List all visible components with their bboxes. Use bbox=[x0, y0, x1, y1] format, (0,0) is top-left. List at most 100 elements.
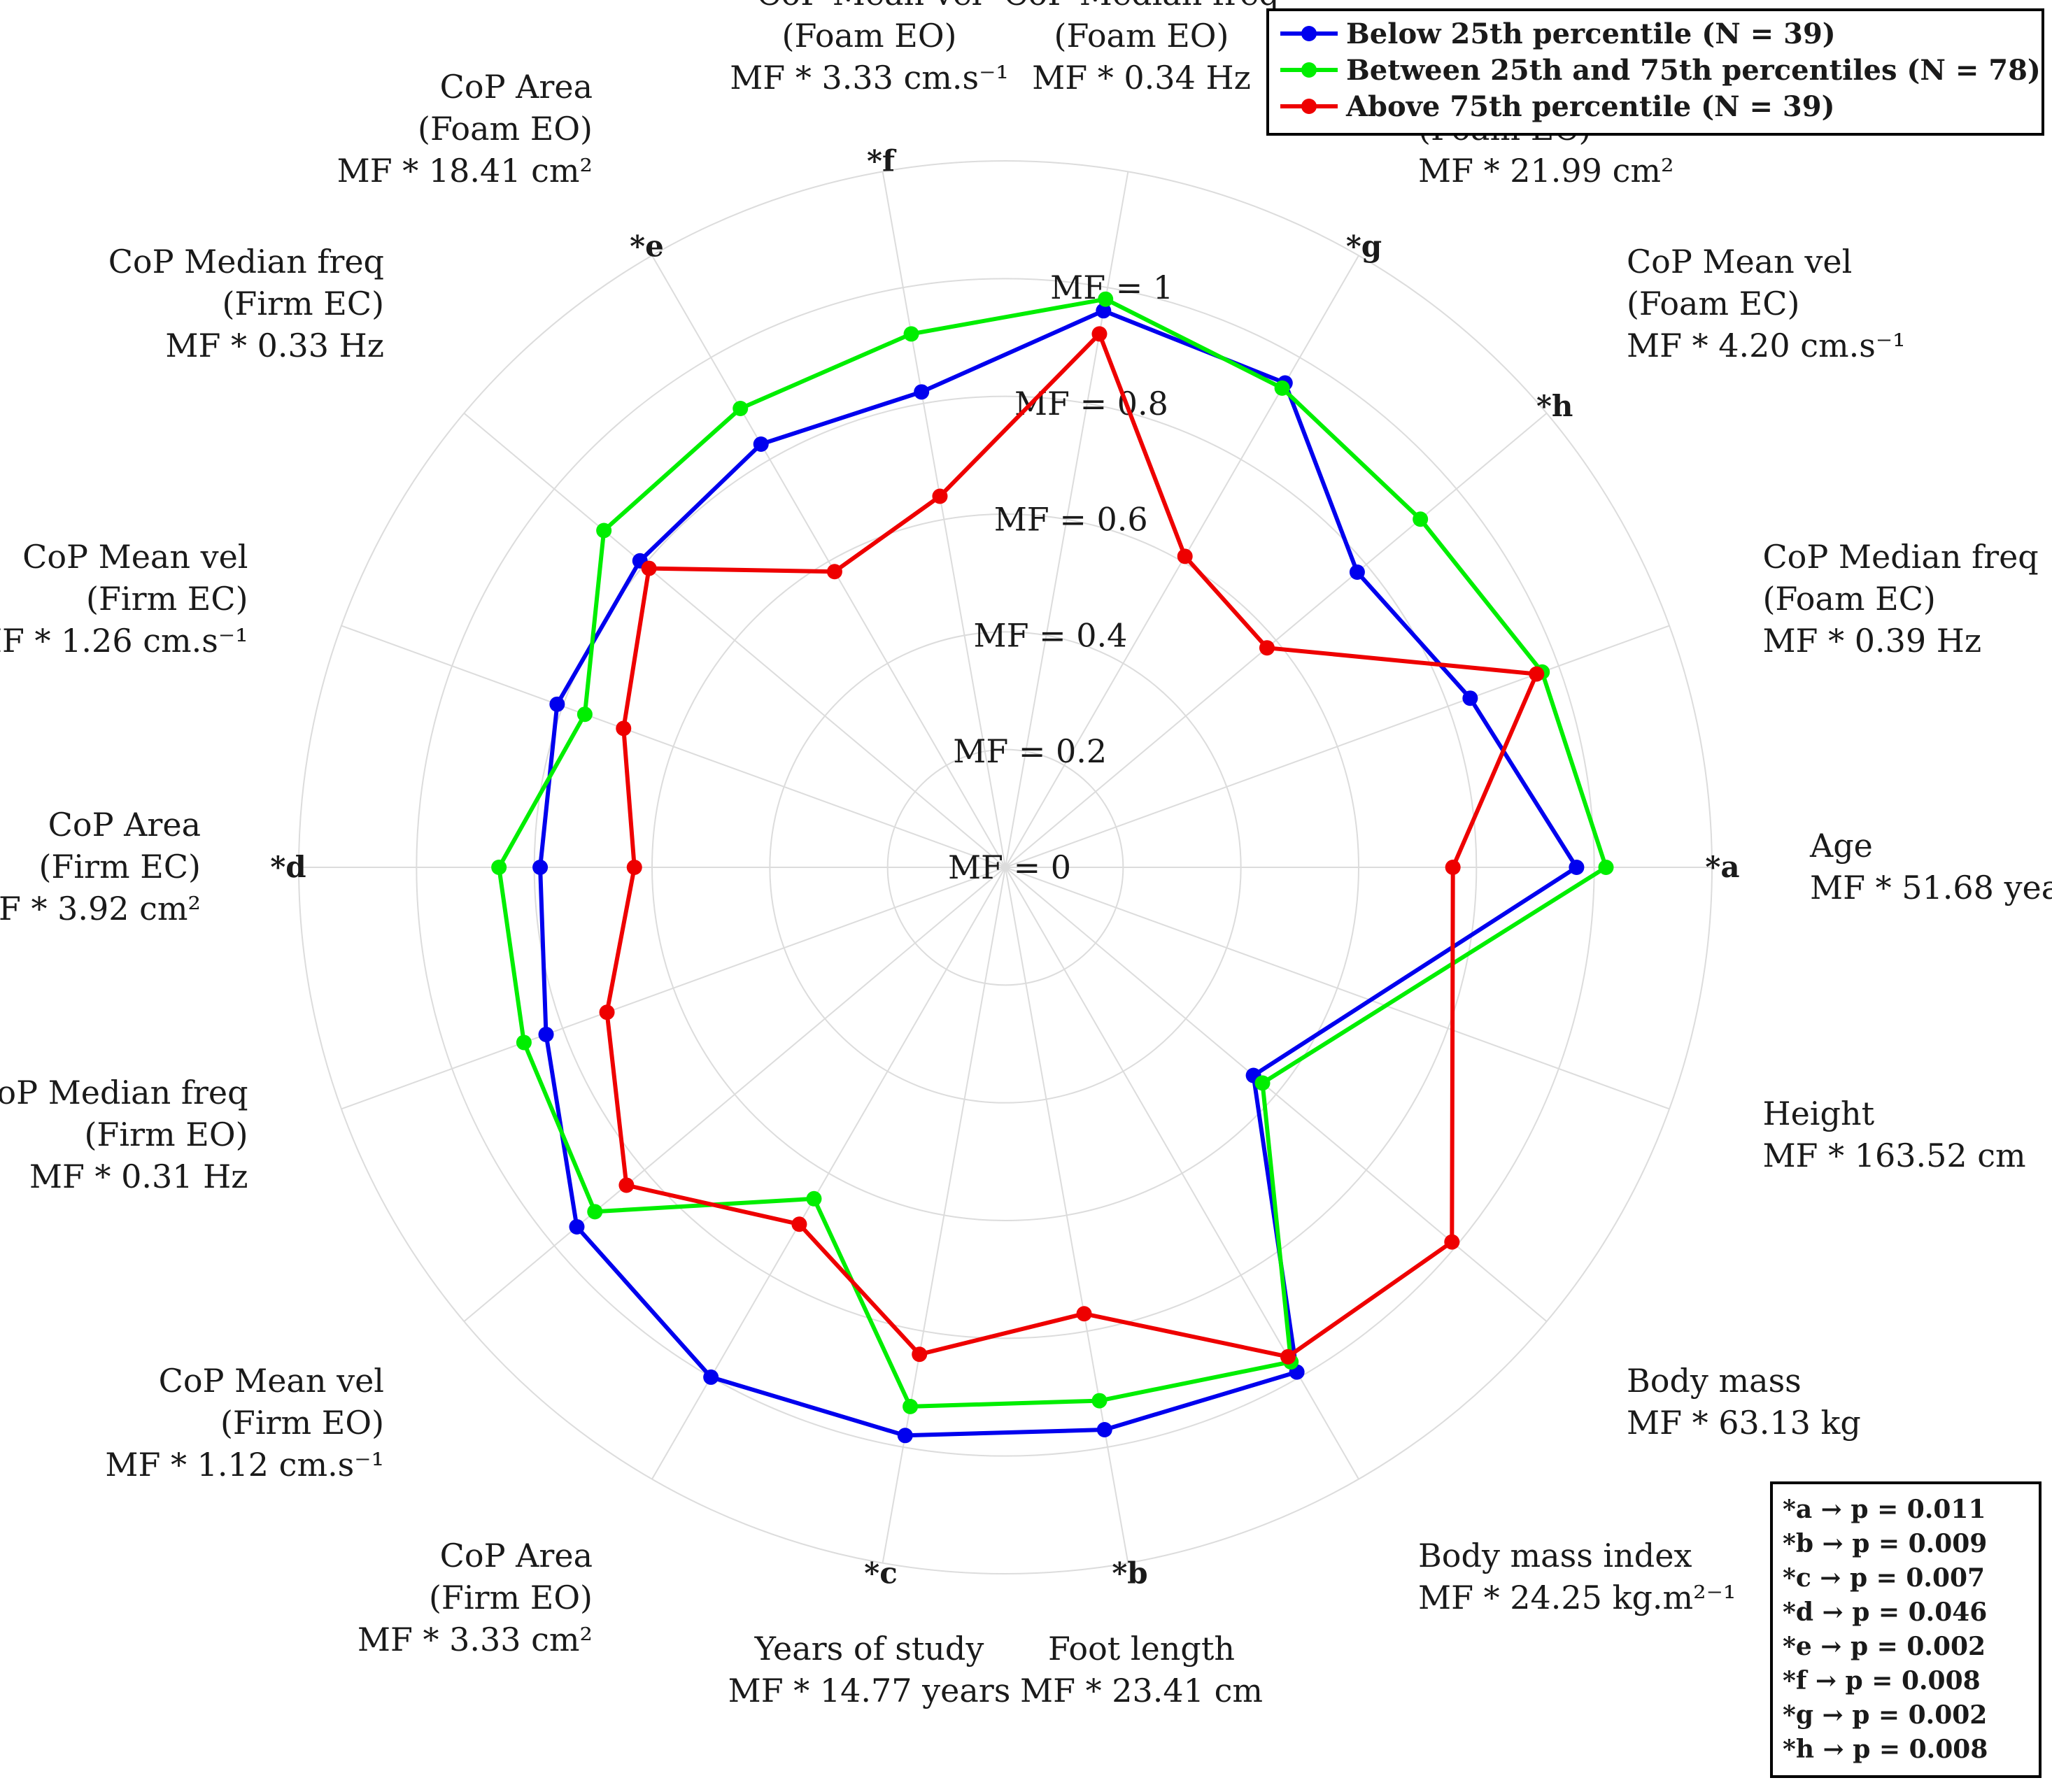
legend: Below 25th percentile (N = 39) Between 25… bbox=[1266, 8, 2044, 136]
legend-entry: Below 25th percentile (N = 39) bbox=[1280, 17, 1836, 50]
grid-spoke bbox=[463, 867, 1006, 1322]
series-point bbox=[1096, 303, 1112, 319]
series-point bbox=[1444, 1234, 1460, 1250]
legend-label: Below 25th percentile (N = 39) bbox=[1346, 17, 1836, 50]
legend-entry: Above 75th percentile (N = 39) bbox=[1280, 90, 1835, 123]
series-point bbox=[912, 1346, 928, 1363]
significance-marker: *h bbox=[1536, 389, 1573, 423]
series-point bbox=[903, 326, 919, 342]
series-point bbox=[1091, 326, 1108, 342]
series-point bbox=[587, 1204, 603, 1220]
series-point bbox=[1445, 860, 1461, 875]
axis-label: CoP Mean vel(Foam EO)MF * 3.33 cm.s⁻¹ bbox=[730, 0, 1009, 97]
series-1 bbox=[532, 303, 1585, 1444]
series-point bbox=[806, 1190, 822, 1207]
series-point bbox=[641, 560, 657, 576]
series-3 bbox=[599, 326, 1545, 1365]
significance-marker: *a bbox=[1705, 850, 1739, 884]
series-point bbox=[1569, 860, 1585, 875]
axis-label: CoP Median freq (Firm EC) MF * 0.33 Hz bbox=[108, 243, 384, 364]
series-point bbox=[532, 860, 549, 875]
series-point bbox=[538, 1026, 554, 1042]
series-point bbox=[1098, 291, 1114, 307]
p-value-entry: *g → p = 0.002 bbox=[1783, 1700, 1987, 1730]
series-point bbox=[791, 1216, 807, 1232]
series-point bbox=[753, 436, 769, 453]
series-point bbox=[599, 1004, 615, 1021]
grid-spoke bbox=[651, 255, 1006, 868]
grid-spoke bbox=[1005, 413, 1548, 868]
axis-label: CoP Mean vel (Foam EC) MF * 4.20 cm.s⁻¹ bbox=[1627, 243, 1906, 364]
significance-marker: *f bbox=[867, 144, 897, 178]
series-point bbox=[1274, 380, 1290, 396]
axis-label: CoP Median freq (Foam EC) MF * 0.39 Hz bbox=[1762, 538, 2038, 660]
series-point bbox=[491, 860, 507, 875]
series-point bbox=[569, 1218, 585, 1235]
series-point bbox=[826, 564, 842, 580]
p-value-entry: *h → p = 0.008 bbox=[1783, 1735, 1988, 1764]
grid-spoke bbox=[882, 867, 1006, 1563]
series-point bbox=[1177, 548, 1193, 564]
axis-label: CoP Area (Firm EO) MF * 3.33 cm² bbox=[358, 1537, 593, 1658]
series-line bbox=[538, 308, 1579, 1438]
series-point bbox=[1462, 690, 1478, 706]
series-point bbox=[1413, 511, 1429, 527]
grid-spoke bbox=[463, 413, 1006, 868]
grid-spoke bbox=[341, 625, 1006, 868]
p-value-entry: *a → p = 0.011 bbox=[1783, 1495, 1986, 1524]
series-point bbox=[1254, 1075, 1271, 1091]
legend-label: Between 25th and 75th percentiles (N = 7… bbox=[1346, 54, 2041, 87]
legend-box bbox=[1266, 8, 2044, 136]
series-layer bbox=[491, 291, 1614, 1444]
axis-label: CoP Area (Foam EO) MF * 18.41 cm² bbox=[337, 68, 593, 190]
legend-entry: Between 25th and 75th percentiles (N = 7… bbox=[1280, 54, 2041, 87]
series-point bbox=[626, 860, 642, 875]
axis-label: Height MF * 163.52 cm bbox=[1762, 1095, 2025, 1174]
series-point bbox=[516, 1034, 532, 1051]
series-point bbox=[596, 522, 612, 539]
p-value-box: *a → p = 0.011 *b → p = 0.009 *c → p = 0.0… bbox=[1770, 1481, 2042, 1778]
series-point bbox=[903, 1398, 919, 1414]
series-point bbox=[703, 1369, 719, 1385]
axis-label: Body mass index MF * 24.25 kg.m²⁻¹ bbox=[1418, 1537, 1736, 1616]
axis-label: Body mass MF * 63.13 kg bbox=[1627, 1362, 1861, 1442]
axis-label: CoP Mean vel (Firm EO) MF * 1.12 cm.s⁻¹ bbox=[105, 1362, 384, 1484]
series-point bbox=[616, 720, 632, 737]
series-line bbox=[604, 332, 1539, 1359]
significance-marker: *d bbox=[270, 850, 306, 884]
series-point bbox=[914, 384, 930, 400]
axis-label: CoP Mean vel(Firm EC)MF * 1.26 cm.s⁻¹ bbox=[0, 538, 248, 660]
grid-layer bbox=[298, 160, 1713, 1574]
axis-label: CoP Median freq(Foam EO)MF * 0.34 Hz bbox=[1003, 0, 1279, 97]
legend-swatch-marker bbox=[1301, 99, 1317, 114]
grid-spoke bbox=[1005, 171, 1129, 868]
significance-marker: *c bbox=[864, 1556, 898, 1590]
series-point bbox=[932, 488, 948, 504]
grid-spoke bbox=[882, 171, 1006, 868]
significance-marker: *e bbox=[630, 229, 664, 263]
radial-tick-label: MF = 0 bbox=[948, 848, 1071, 886]
significance-marker: *g bbox=[1346, 229, 1382, 263]
p-value-box-frame bbox=[1770, 1481, 2042, 1778]
significance-marker: *b bbox=[1112, 1556, 1147, 1590]
radial-tick-labels: MF = 0MF = 0.2MF = 0.4MF = 0.6MF = 0.8MF… bbox=[948, 269, 1173, 886]
series-point bbox=[733, 400, 749, 416]
grid-spoke bbox=[341, 867, 1006, 1110]
series-point bbox=[1076, 1306, 1092, 1322]
legend-swatch-marker bbox=[1301, 26, 1317, 41]
grid-spoke bbox=[1005, 867, 1359, 1480]
p-value-entry: *b → p = 0.009 bbox=[1783, 1529, 1987, 1558]
legend-label: Above 75th percentile (N = 39) bbox=[1345, 90, 1835, 123]
series-point bbox=[1598, 860, 1614, 875]
grid-spoke bbox=[1005, 867, 1129, 1563]
legend-swatch-marker bbox=[1301, 62, 1317, 78]
series-point bbox=[1259, 640, 1275, 656]
p-value-entry: *d → p = 0.046 bbox=[1783, 1598, 1987, 1627]
grid-spoke bbox=[1005, 867, 1670, 1110]
radial-tick-label: MF = 0.8 bbox=[1014, 385, 1168, 422]
series-line bbox=[497, 297, 1608, 1409]
grid-spoke bbox=[651, 867, 1006, 1480]
axis-label: Foot length MF * 23.41 cm bbox=[1020, 1630, 1263, 1709]
